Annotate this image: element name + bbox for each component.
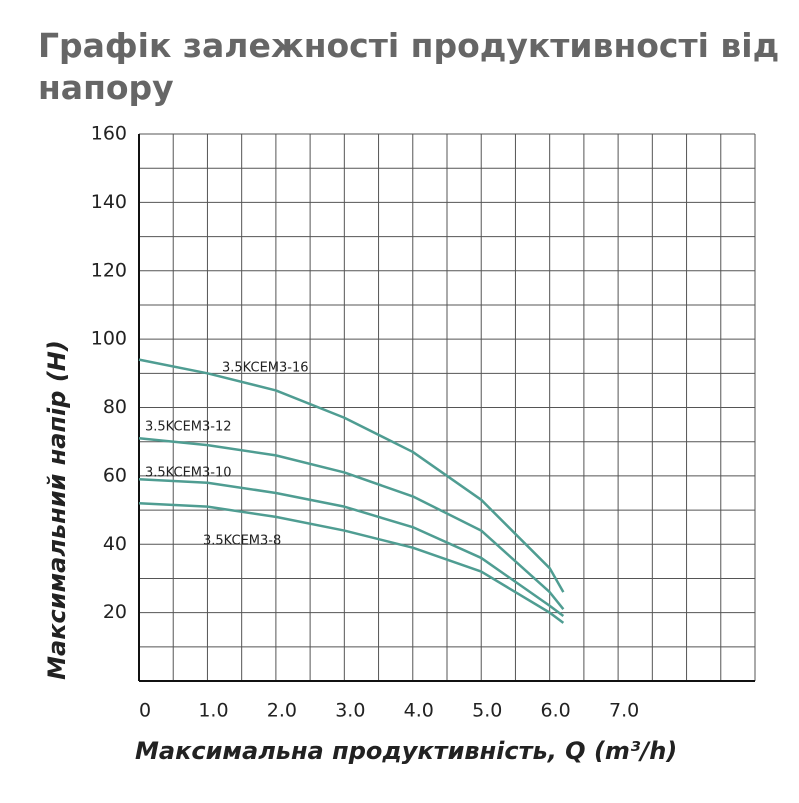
x-tick-label: 1.0	[198, 700, 228, 722]
series-label: 3.5KCEM3-10	[145, 466, 232, 481]
x-tick-label: 7.0	[609, 700, 639, 722]
y-tick-label: 40	[103, 533, 127, 555]
x-tick-label: 4.0	[404, 700, 434, 722]
series-label: 3.5KCEM3-8	[203, 534, 281, 549]
y-tick-label: 100	[91, 328, 127, 350]
x-tick-label: 0	[139, 700, 151, 722]
series-label: 3.5KCEM3-12	[145, 420, 232, 435]
y-tick-label: 120	[91, 259, 127, 281]
series-line	[138, 478, 565, 618]
y-tick-label: 60	[103, 464, 127, 486]
x-tick-label: 5.0	[472, 700, 502, 722]
series-line	[138, 501, 565, 624]
y-axis-label: Максимальний напір (Н)	[43, 340, 71, 680]
y-tick-label: 160	[91, 123, 127, 145]
x-axis-label: Максимальна продуктивність, Q (m³/h)	[135, 737, 677, 765]
x-tick-label: 3.0	[335, 700, 365, 722]
series-label: 3.5KCEM3-16	[222, 361, 309, 376]
series-line	[138, 437, 565, 610]
series-line	[138, 358, 565, 593]
x-tick-label: 6.0	[541, 700, 571, 722]
y-tick-label: 80	[103, 396, 127, 418]
chart-title: Графік залежності продуктивності від напо…	[38, 26, 779, 107]
x-tick-label: 2.0	[267, 700, 297, 722]
y-tick-label: 20	[103, 601, 127, 623]
y-tick-label: 140	[91, 191, 127, 213]
